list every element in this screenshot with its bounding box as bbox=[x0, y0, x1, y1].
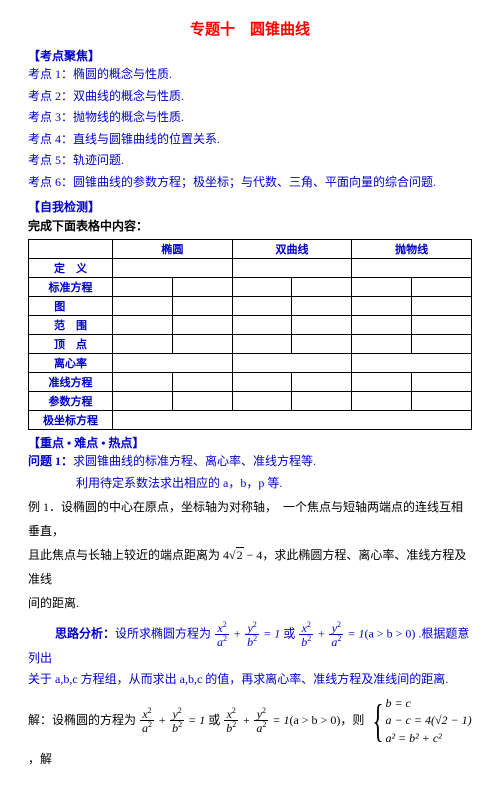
row-label: 范 围 bbox=[29, 316, 113, 335]
fraction-y2a2-2: y2a2 bbox=[254, 707, 268, 734]
fraction-x2a2-2: x2a2 bbox=[140, 707, 154, 734]
silu-a: 设所求椭圆方程为 bbox=[115, 626, 214, 640]
row-label-graph-1: 图 bbox=[29, 297, 91, 316]
silu-line2: 关于 a,b,c 方程组，从而求出 a,b,c 的值，再求离心率、准线方程及准线… bbox=[28, 669, 472, 691]
focus-point: 考点 2：双曲线的概念与性质. bbox=[28, 86, 472, 108]
question-1: 问题 1：求圆锥曲线的标准方程、离心率、准线方程等. bbox=[28, 451, 472, 473]
fraction-x2a2: x2a2 bbox=[215, 621, 229, 648]
row-label: 标准方程 bbox=[29, 278, 113, 297]
eq-cond2: (a > b > 0) bbox=[289, 713, 340, 727]
table-row: 顶 点 bbox=[29, 335, 472, 354]
sys-line: b = c bbox=[385, 696, 410, 710]
example1-line2: 且此焦点与长轴上较近的端点距离为 42 − 4，求此椭圆方程、离心率、准线方程及… bbox=[28, 543, 472, 591]
focus-point: 考点 6：圆锥曲线的参数方程；极坐标；与代数、三角、平面向量的综合问题. bbox=[28, 172, 472, 194]
focus-point: 考点 4：直线与圆锥曲线的位置关系. bbox=[28, 129, 472, 151]
sol-suffix: ，解 bbox=[28, 752, 52, 766]
sqrt-icon: 2 bbox=[229, 543, 244, 567]
sol-mid1: 或 bbox=[208, 713, 223, 727]
table-header-row: 椭圆 双曲线 抛物线 bbox=[29, 240, 472, 259]
equation-system: { b = c a − c = 4(√2 − 1) a² = b² + c² bbox=[367, 695, 471, 747]
brace-icon: { bbox=[373, 698, 384, 744]
section-selfcheck-label: 【自我检测】 bbox=[28, 198, 472, 215]
table-row: 标准方程 bbox=[29, 278, 472, 297]
row-label: 离心率 bbox=[29, 354, 113, 373]
table-row: 离心率 bbox=[29, 354, 472, 373]
q1-text1: 求圆锥曲线的标准方程、离心率、准线方程等. bbox=[73, 454, 316, 468]
silu-label: 思路分析： bbox=[55, 626, 115, 640]
fraction-y2b2: y2b2 bbox=[245, 621, 259, 648]
silu-line1: 思路分析：设所求椭圆方程为 x2a2 + y2b2 = 1 或 x2b2 + y… bbox=[28, 621, 472, 670]
q1-label: 问题 1： bbox=[28, 454, 73, 468]
fraction-x2b2-2: x2b2 bbox=[224, 707, 238, 734]
page-title: 专题十 圆锥曲线 bbox=[28, 18, 472, 39]
row-label: 极坐标方程 bbox=[29, 411, 113, 430]
sol-prefix: 解：设椭圆的方程为 bbox=[28, 713, 139, 727]
fraction-x2b2: x2b2 bbox=[299, 621, 313, 648]
table-header-empty bbox=[29, 240, 113, 259]
table-header-hyperbola: 双曲线 bbox=[232, 240, 352, 259]
table-row: 极坐标方程 bbox=[29, 411, 472, 430]
table-row: 准线方程 bbox=[29, 373, 472, 392]
table-row: 范 围 bbox=[29, 316, 472, 335]
row-label: 定 义 bbox=[29, 259, 113, 278]
table-header-parabola: 抛物线 bbox=[352, 240, 472, 259]
section-focus-label: 【考点聚焦】 bbox=[28, 47, 472, 64]
table-row: 参数方程 bbox=[29, 392, 472, 411]
fraction-y2b2-2: y2b2 bbox=[170, 707, 184, 734]
focus-point: 考点 5：轨迹问题. bbox=[28, 150, 472, 172]
table-row: 定 义 bbox=[29, 259, 472, 278]
sys-line: a² = b² + c² bbox=[385, 731, 441, 745]
conic-table: 椭圆 双曲线 抛物线 定 义 标准方程 图 形 范 围 顶 点 bbox=[28, 239, 472, 430]
ex1-l2-prefix: 且此焦点与长轴上较近的端点距离为 4 bbox=[28, 548, 229, 562]
row-label: 顶 点 bbox=[29, 335, 113, 354]
row-label: 准线方程 bbox=[29, 373, 113, 392]
example1-line3: 间的距离. bbox=[28, 591, 472, 615]
example1-line1: 例 1．设椭圆的中心在原点，坐标轴为对称轴， 一个焦点与短轴两端点的连线互相垂直… bbox=[28, 495, 472, 543]
sol-mid2: ，则 bbox=[340, 713, 367, 727]
row-label: 参数方程 bbox=[29, 392, 113, 411]
silu-b: 或 bbox=[283, 626, 298, 640]
sys-line: a − c = 4(√2 − 1) bbox=[385, 713, 471, 727]
focus-point: 考点 1：椭圆的概念与性质. bbox=[28, 64, 472, 86]
eq-cond1: (a > b > 0) bbox=[364, 626, 415, 640]
focus-point: 考点 3：抛物线的概念与性质. bbox=[28, 107, 472, 129]
solution-line: 解：设椭圆的方程为 x2a2 + y2b2 = 1 或 x2b2 + y2a2 … bbox=[28, 695, 472, 771]
table-header-ellipse: 椭圆 bbox=[113, 240, 233, 259]
section-hotspot-label: 【重点 • 难点 • 热点】 bbox=[28, 434, 472, 451]
selfcheck-intro: 完成下面表格中内容： bbox=[28, 215, 472, 238]
fraction-y2a2: y2a2 bbox=[329, 621, 343, 648]
q1-text2: 利用待定系数法求出相应的 a，b，p 等. bbox=[28, 473, 472, 495]
